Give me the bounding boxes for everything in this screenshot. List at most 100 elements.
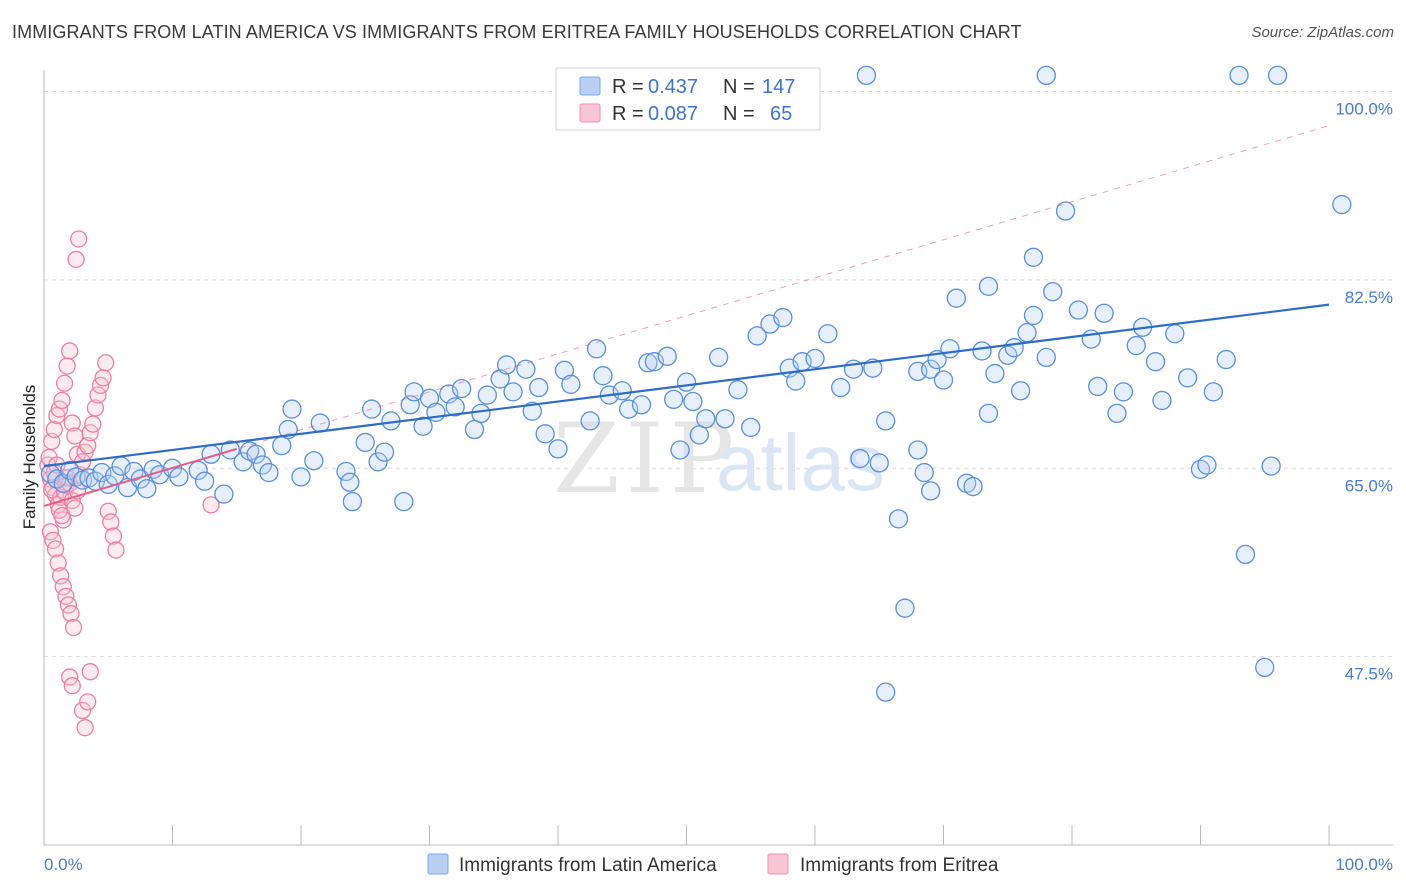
data-point [676,372,697,392]
data-point [137,479,157,499]
data-point [908,440,928,460]
data-point [786,371,806,391]
legend-n-label-blue: N = [723,76,755,98]
data-point [45,420,63,439]
data-point [1267,65,1288,86]
data-point [477,385,497,405]
legend-n-value-blue: 147 [762,76,795,98]
y-tick-label: 47.5% [1345,665,1393,684]
legend-n-label-pink: N = [723,103,755,125]
legend-swatch-blue [579,76,601,96]
data-point [921,481,941,501]
data-point [490,369,510,389]
data-point [304,451,324,471]
data-point [1145,352,1166,372]
data-point [670,440,690,460]
data-point [773,307,793,328]
data-point [310,413,330,433]
data-point [66,499,84,517]
data-point [1332,194,1352,215]
data-point [1068,300,1089,320]
data-point [963,476,983,497]
data-point [612,381,632,401]
watermark: ZIP atlas [553,403,885,515]
data-point [130,469,151,489]
data-point [1107,403,1127,424]
data-point [61,342,79,360]
bottom-legend-label-blue: Immigrants from Latin America [459,855,717,876]
data-point [53,391,71,410]
data-point [548,439,568,459]
data-point [355,432,375,453]
data-point [985,363,1005,384]
data-point [86,399,105,417]
data-point [52,567,70,585]
data-point [99,502,117,520]
legend-n-value-pink: 65 [770,103,792,125]
data-point [818,324,838,344]
data-point [657,346,677,366]
data-point [529,377,549,398]
data-point [1152,390,1172,411]
data-point [214,484,234,504]
y-tick-label: 65.0% [1345,476,1393,495]
x-ticks [43,825,1330,845]
data-point [342,491,363,512]
data-point [291,467,311,487]
y-axis-label: Family Households [20,385,39,530]
data-point [876,411,896,431]
data-point [708,347,729,368]
data-point [1088,376,1108,397]
data-point [194,471,215,491]
data-point [631,395,652,415]
data-point [638,353,658,373]
data-point [683,391,703,412]
legend-r-label-pink: R = [612,103,644,125]
data-point [445,397,465,417]
data-point [1126,335,1146,356]
data-point [1255,657,1275,678]
data-point [67,250,85,269]
data-point [1004,338,1024,358]
data-point [464,419,485,440]
data-point [741,417,761,438]
data-point [97,354,115,372]
data-point [516,359,536,379]
data-point [554,360,575,380]
data-point [394,491,414,512]
data-point [1023,247,1044,267]
data-point [876,682,896,702]
data-point [169,467,189,487]
data-point [79,437,97,455]
data-point [522,401,542,421]
data-point [374,442,395,462]
data-point [43,481,61,499]
data-point [503,382,523,402]
data-point [561,374,581,394]
trend-line-latin-america [43,303,1330,468]
legend-swatch-pink [579,103,601,123]
data-point [70,230,88,248]
trend-line-eritrea-extended [43,125,1330,507]
data-point [73,701,92,720]
data-point [53,506,71,525]
data-point [46,540,65,558]
series-latin-america-points [40,65,1352,702]
data-point [1036,65,1056,86]
data-point [689,425,709,445]
data-point [102,513,120,531]
data-point [586,339,607,359]
data-point [63,414,81,432]
data-point [933,370,954,390]
data-point [715,409,735,429]
source-label: Source: ZipAtlas.com [1251,24,1394,41]
data-point [805,348,825,369]
data-point [451,378,472,399]
data-point [831,377,851,398]
data-point [1055,201,1076,221]
bottom-legend-swatch-blue [427,853,449,875]
data-point [63,677,81,695]
data-point [1203,382,1223,402]
y-tick-label: 82.5% [1345,288,1393,307]
watermark-zip: ZIP [553,403,740,515]
